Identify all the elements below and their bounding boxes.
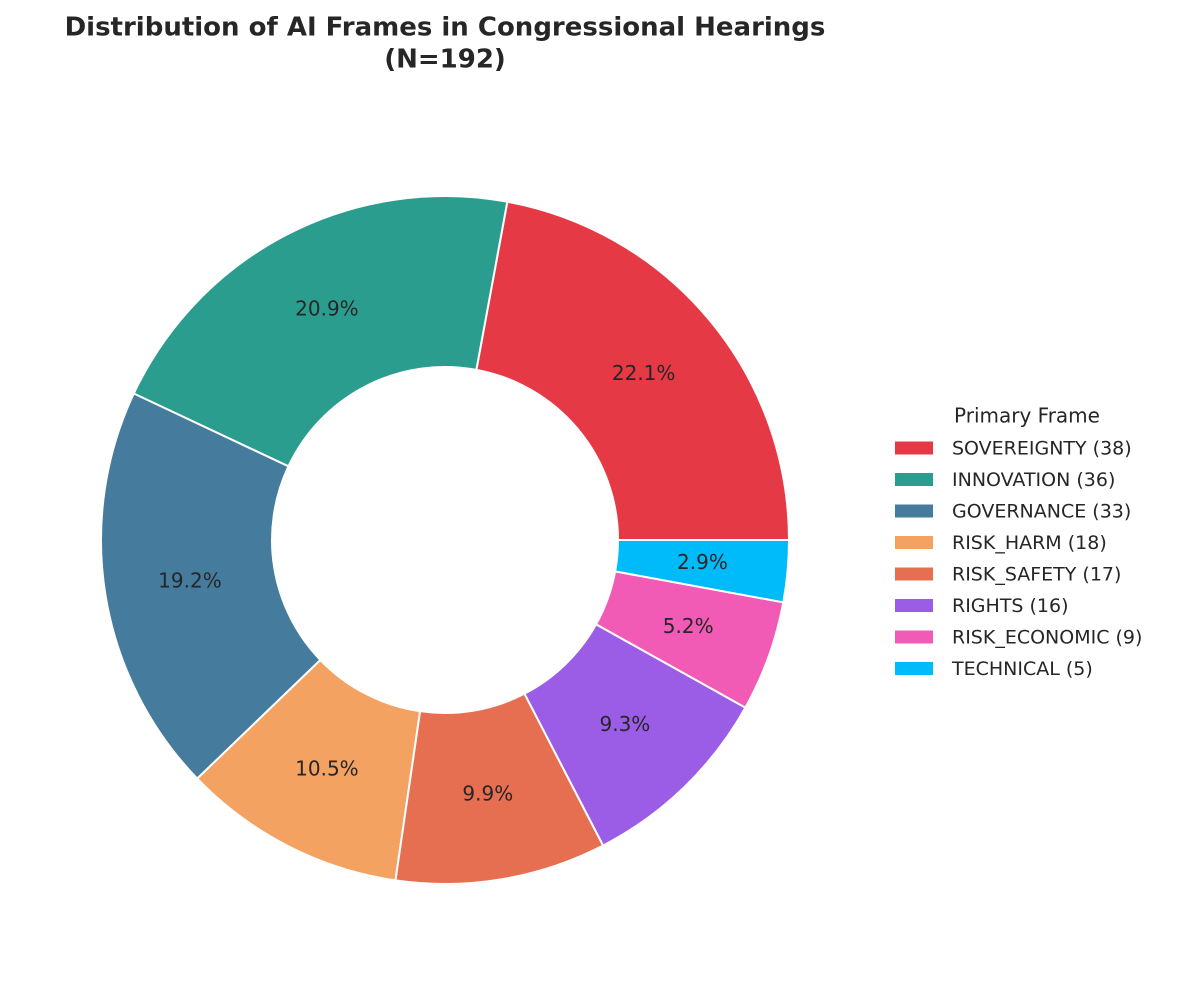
chart-subtitle: (N=192): [384, 45, 506, 75]
wedge: [132, 195, 509, 468]
legend-swatch: [895, 473, 933, 486]
wedge: [613, 539, 791, 604]
wedge: [100, 392, 322, 781]
value-label: 20.9%: [295, 297, 359, 321]
legend-label: RISK_ECONOMIC (9): [952, 627, 1142, 649]
value-label: 9.9%: [462, 781, 513, 805]
legend-label: GOVERNANCE (33): [952, 501, 1131, 523]
legend-label: RISK_HARM (18): [952, 532, 1107, 554]
legend-swatch: [895, 567, 933, 581]
legend-swatch: [895, 662, 933, 675]
legend-swatch: [895, 599, 933, 612]
legend-label: RISK_SAFETY (17): [952, 564, 1121, 586]
legend-swatch: [895, 441, 933, 455]
legend-label: TECHNICAL (5): [951, 658, 1093, 680]
value-label: 19.2%: [158, 569, 222, 593]
legend-label: RIGHTS (16): [952, 595, 1069, 617]
chart-title: Distribution of AI Frames in Congression…: [65, 13, 826, 43]
value-label: 2.9%: [677, 550, 728, 574]
legend-swatch: [895, 536, 933, 549]
value-label: 10.5%: [295, 756, 359, 780]
legend-label: INNOVATION (36): [952, 469, 1115, 491]
value-label: 22.1%: [612, 361, 676, 385]
value-label: 5.2%: [663, 614, 714, 638]
legend-label: SOVEREIGNTY (38): [952, 438, 1132, 460]
legend-swatch: [895, 630, 933, 644]
legend-title: Primary Frame: [954, 404, 1100, 428]
legend-swatch: [895, 504, 933, 518]
wedge: [475, 200, 791, 541]
value-label: 9.3%: [599, 712, 650, 736]
